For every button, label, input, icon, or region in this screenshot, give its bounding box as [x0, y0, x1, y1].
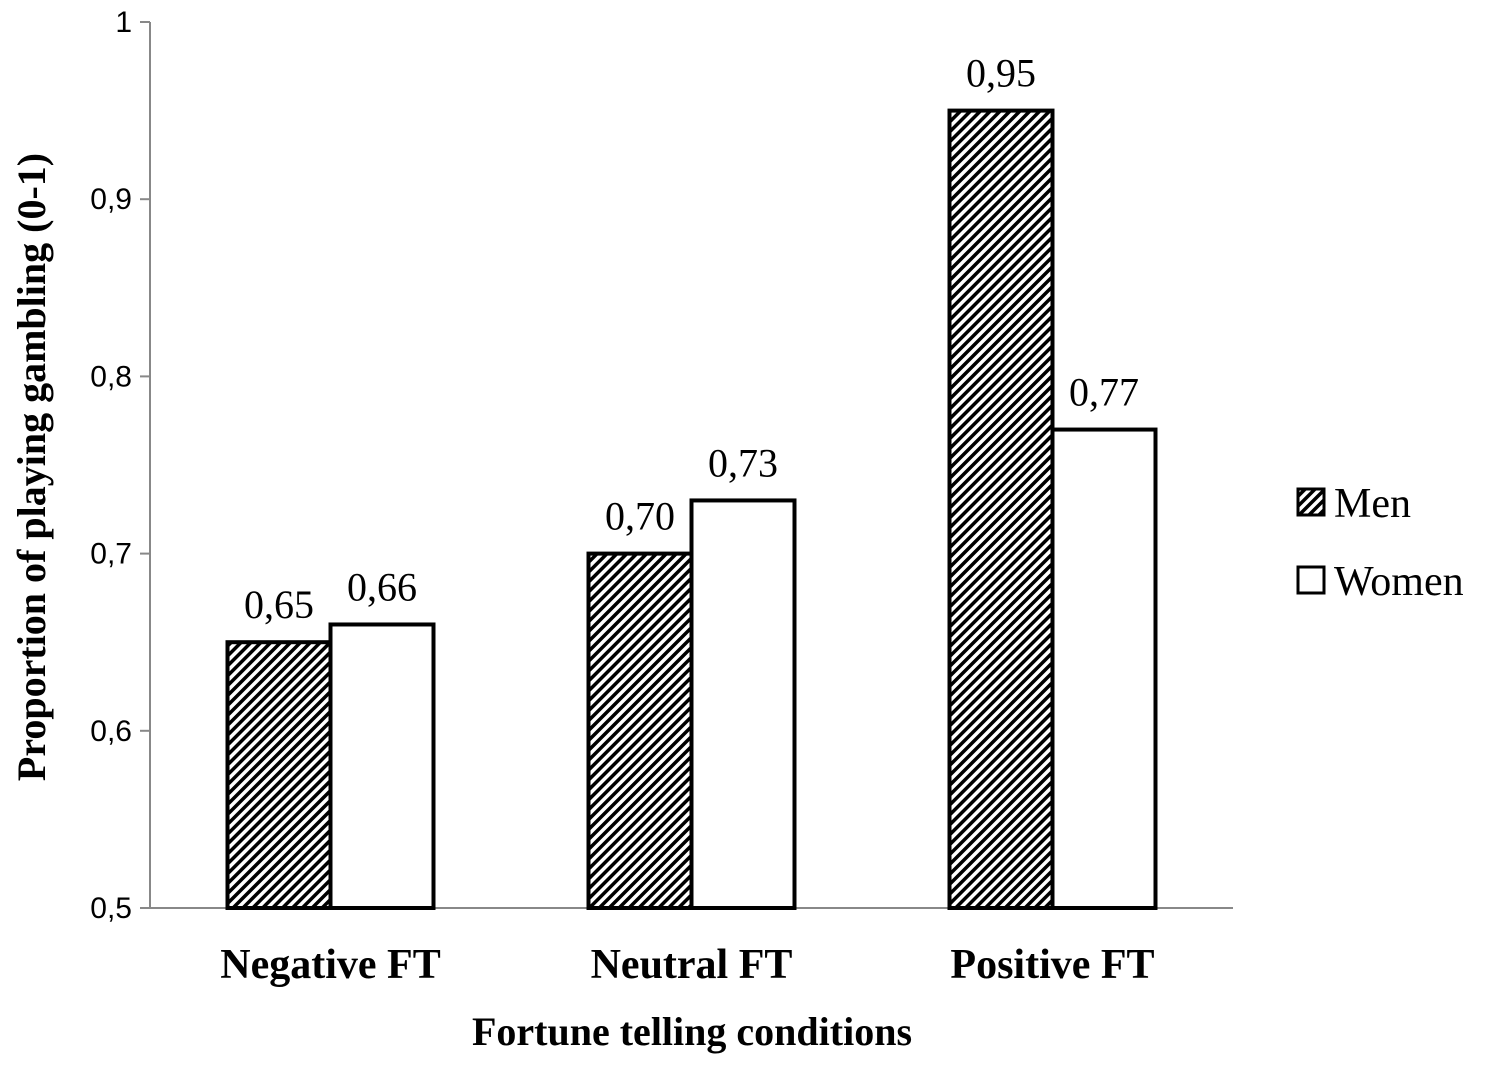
data-label-women-1: 0,73	[708, 440, 778, 485]
x-axis-title: Fortune telling conditions	[472, 1009, 912, 1054]
category-label: Neutral FT	[591, 942, 793, 988]
legend-swatch-men	[1296, 487, 1326, 517]
bar-men-0	[225, 640, 333, 910]
bar-women-0	[328, 622, 436, 910]
y-tick-label: 0,6	[90, 715, 132, 748]
category-label: Positive FT	[950, 942, 1154, 988]
bars	[225, 108, 1158, 911]
y-tick-label: 0,8	[90, 360, 132, 393]
data-label-men-1: 0,70	[605, 494, 675, 539]
data-label-men-0: 0,65	[244, 582, 314, 627]
category-labels: Negative FT Neutral FT Positive FT	[220, 942, 1154, 988]
axes: 0,5 0,6 0,7 0,8 0,9 1	[90, 6, 1233, 925]
y-axis-title: Proportion of playing gambling (0-1)	[9, 153, 54, 781]
bar-men-2	[947, 108, 1055, 911]
bar-women-2	[1050, 427, 1158, 910]
data-label-women-0: 0,66	[347, 564, 417, 609]
legend-label-men: Men	[1334, 481, 1411, 527]
y-tick-label: 0,7	[90, 538, 132, 571]
data-label-men-2: 0,95	[966, 51, 1036, 96]
category-label: Negative FT	[220, 942, 440, 988]
value-labels: 0,65 0,66 0,70 0,73 0,95 0,77	[244, 51, 1139, 628]
y-tick-label: 1	[115, 6, 132, 39]
bar-men-1	[586, 551, 694, 910]
y-tick-label: 0,9	[90, 183, 132, 216]
bar-women-1	[689, 498, 797, 910]
data-label-women-2: 0,77	[1069, 370, 1139, 415]
legend: Men Women	[1296, 481, 1464, 605]
y-tick-label: 0,5	[90, 892, 132, 925]
legend-label-women: Women	[1334, 559, 1464, 605]
legend-swatch-women	[1296, 565, 1326, 595]
